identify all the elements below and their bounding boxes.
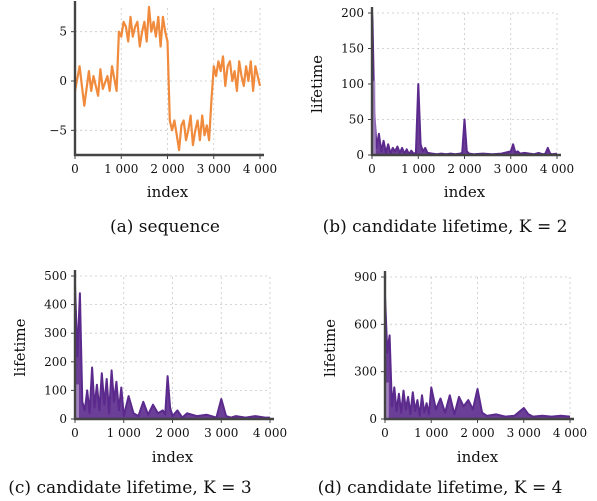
series-area (372, 13, 557, 155)
panel-caption: (d) candidate lifetime, K = 4 (318, 478, 563, 498)
x-axis-label: index (147, 183, 189, 201)
x-tick-label: 1 000 (107, 426, 141, 440)
panel-caption: (a) sequence (110, 217, 220, 237)
y-tick-label: 600 (354, 317, 377, 331)
series-shade (76, 384, 79, 419)
y-axis-label: lifetime (308, 55, 326, 113)
y-tick-label: 100 (44, 383, 67, 397)
panel-a: 0 1 000 2 000 3 000 4 000 −5 0 5 index (a) sequen… (49, 1, 277, 237)
x-tick-label: 3 000 (494, 162, 528, 176)
x-tick-label: 2 000 (155, 426, 189, 440)
y-tick-label: 5 (59, 25, 67, 39)
panel-c: 0 1 000 2 000 3 000 4 000 0 100 200 300 400 500 ind… (8, 269, 287, 498)
series-shade (373, 80, 376, 155)
y-tick-label: 300 (44, 326, 67, 340)
y-axis-label: lifetime (321, 319, 339, 377)
x-tick-label: 0 (368, 162, 376, 176)
y-tick-label: 0 (59, 74, 67, 88)
x-tick-label: 4 000 (540, 162, 574, 176)
x-tick-label: 3 000 (197, 162, 231, 176)
x-tick-label: 3 000 (204, 426, 238, 440)
series-line (73, 5, 262, 152)
y-tick-label: 200 (44, 355, 67, 369)
y-tick-label: 900 (354, 270, 377, 284)
x-tick-label: 0 (71, 426, 79, 440)
x-tick-label: 2 000 (447, 162, 481, 176)
y-tick-label: 400 (44, 298, 67, 312)
y-tick-label: 0 (59, 412, 67, 426)
y-tick-label: −5 (49, 123, 67, 137)
x-tick-label: 4 000 (243, 162, 277, 176)
x-tick-label: 0 (71, 162, 79, 176)
x-axis-label: index (444, 183, 486, 201)
y-axis-label: lifetime (11, 318, 29, 376)
y-tick-label: 50 (349, 113, 364, 127)
panel-d: 0 1 000 2 000 3 000 4 000 0 300 600 900 index life… (318, 270, 588, 498)
series-shade (386, 382, 389, 419)
x-tick-label: 3 000 (507, 426, 541, 440)
x-tick-label: 4 000 (553, 426, 587, 440)
x-axis-label: index (457, 448, 499, 466)
panel-caption: (b) candidate lifetime, K = 2 (323, 217, 568, 237)
y-tick-label: 0 (356, 148, 364, 162)
y-tick-label: 300 (354, 365, 377, 379)
y-tick-label: 150 (341, 42, 364, 56)
panel-b: 0 1 000 2 000 3 000 4 000 0 50 100 150 200 index li… (308, 6, 574, 237)
x-tick-label: 1 000 (401, 162, 435, 176)
x-axis-label: index (152, 448, 194, 466)
x-tick-label: 2 000 (460, 426, 494, 440)
x-tick-label: 4 000 (253, 426, 287, 440)
y-tick-label: 500 (44, 269, 67, 283)
y-tick-label: 200 (341, 6, 364, 20)
y-tick-label: 100 (341, 77, 364, 91)
x-tick-label: 0 (381, 426, 389, 440)
x-tick-label: 2 000 (150, 162, 184, 176)
series-line (384, 295, 571, 418)
x-tick-label: 1 000 (414, 426, 448, 440)
x-tick-label: 1 000 (104, 162, 138, 176)
series-line (74, 284, 270, 419)
panel-caption: (c) candidate lifetime, K = 3 (8, 478, 251, 498)
y-tick-label: 0 (369, 412, 377, 426)
